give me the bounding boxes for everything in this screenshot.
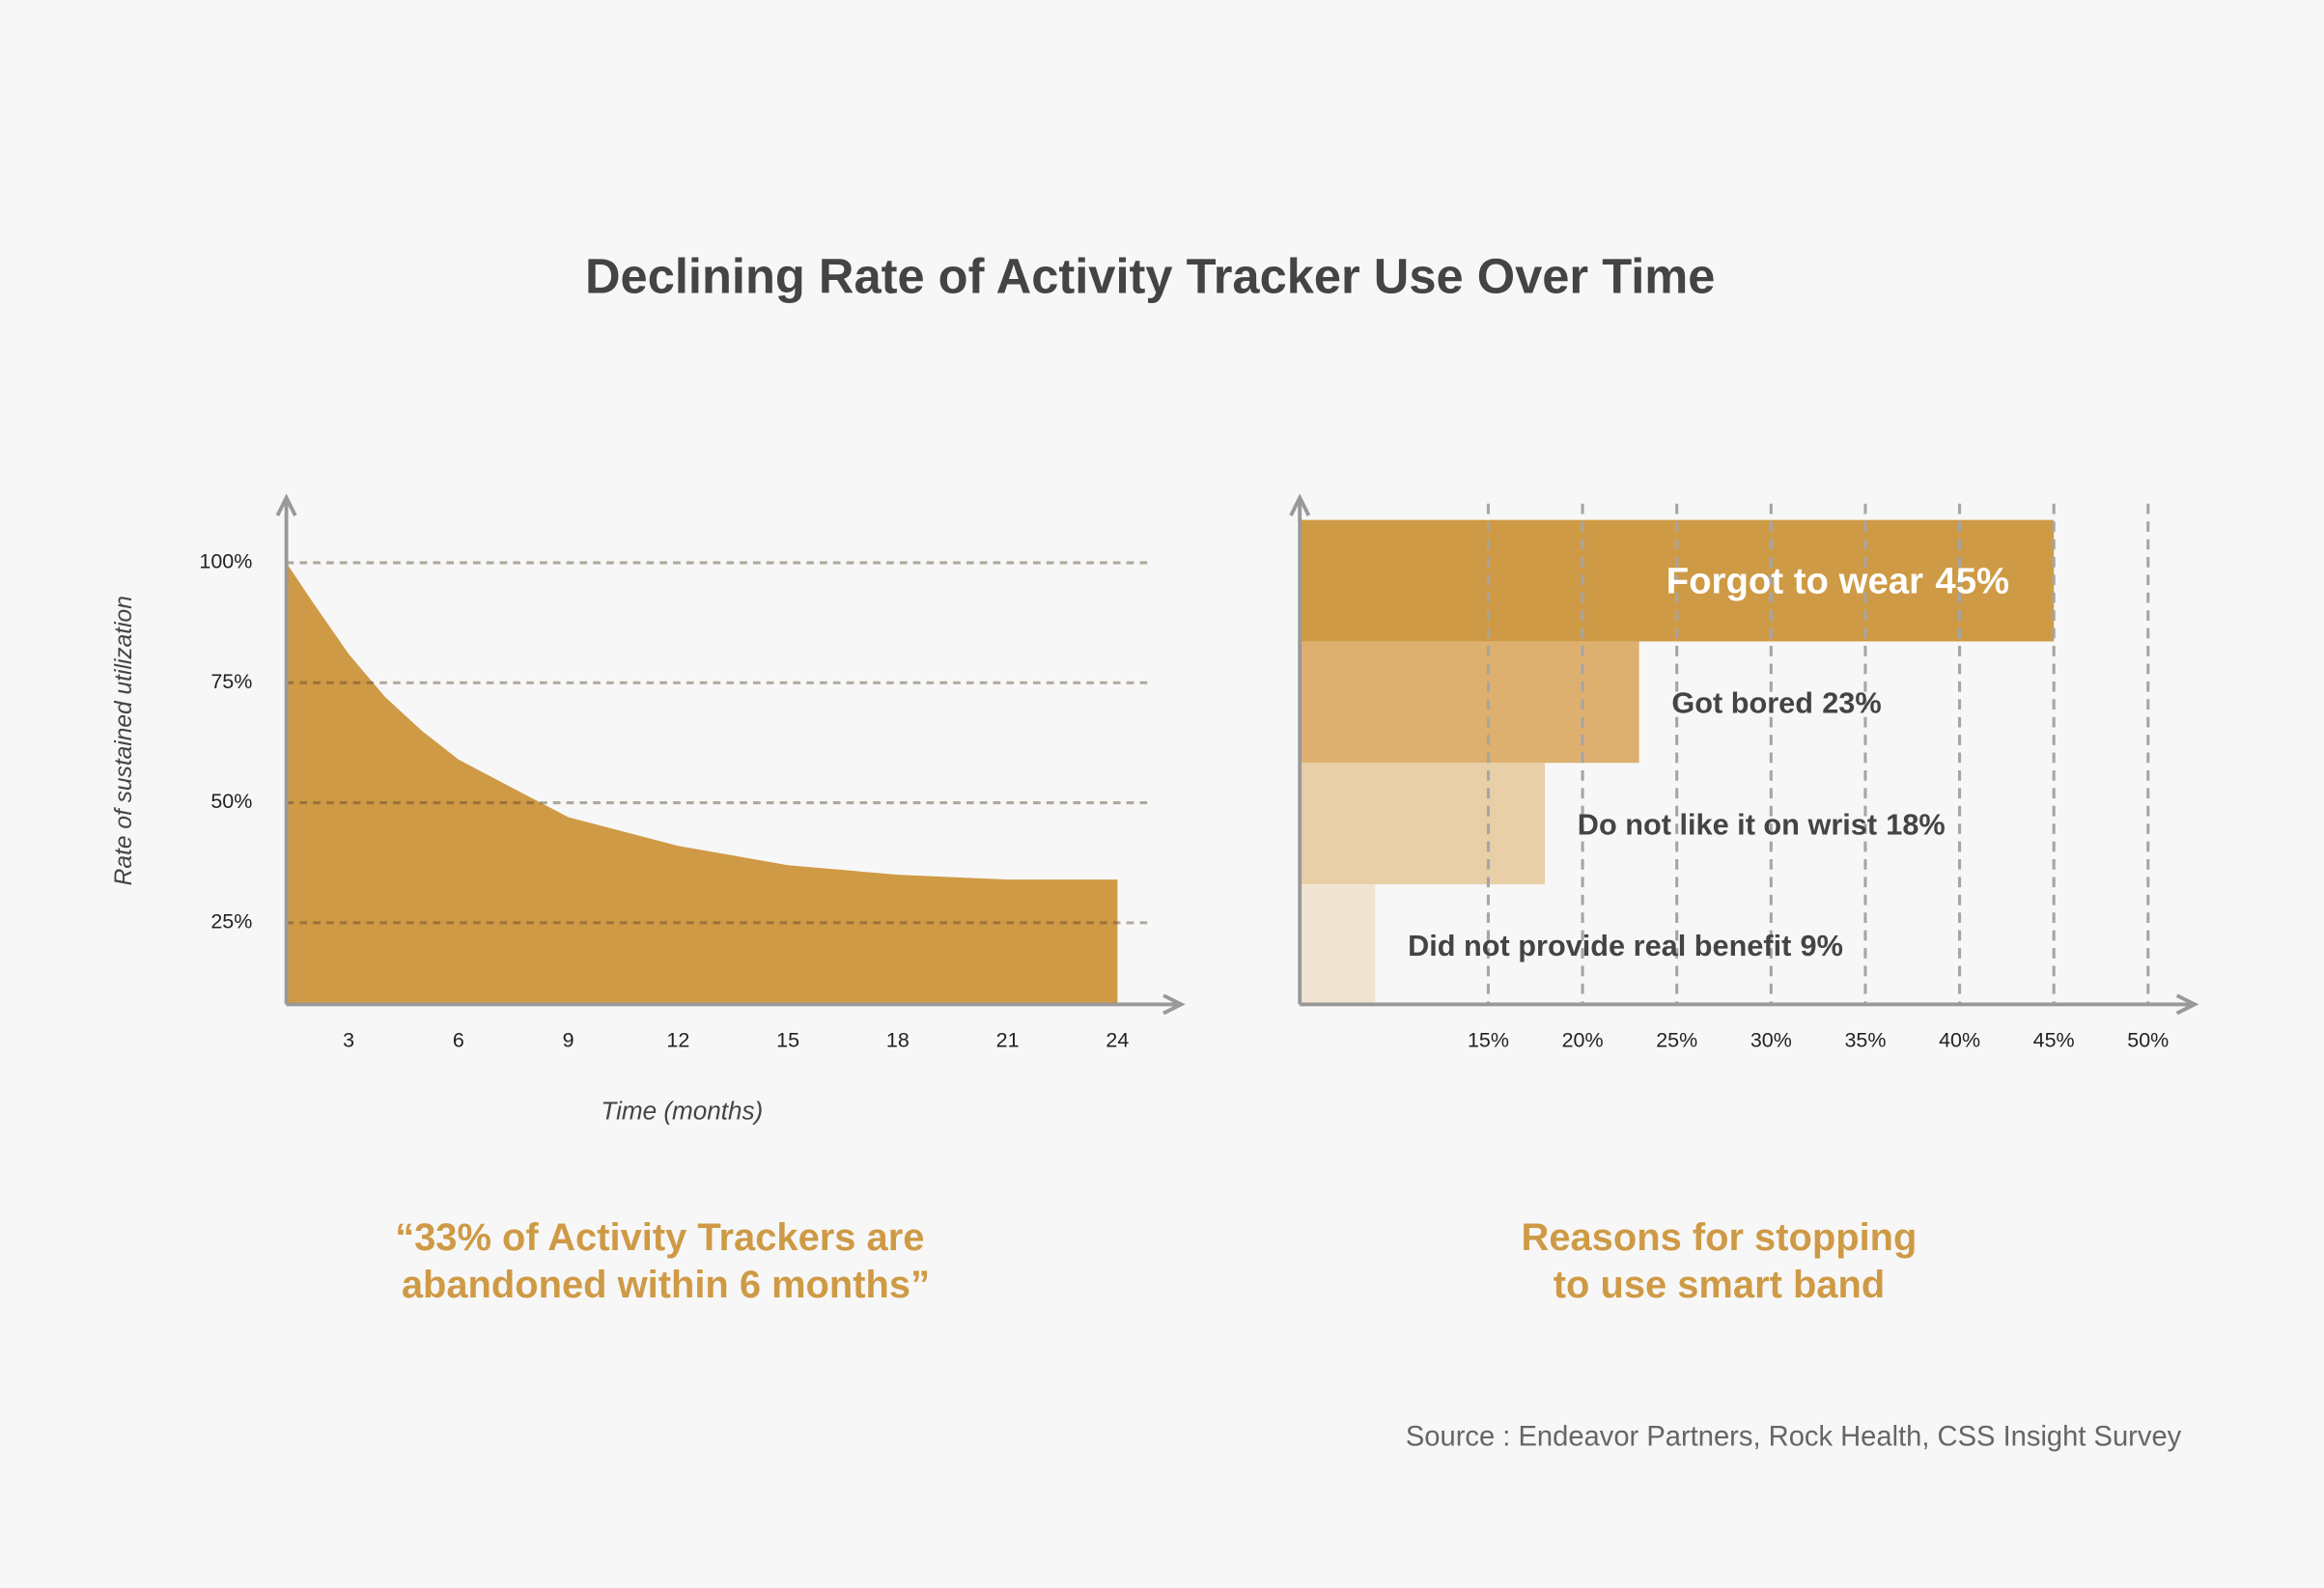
category-label: Did not provide real benefit — [1408, 929, 1791, 962]
bar — [1300, 641, 1639, 764]
value-label: 45% — [1935, 561, 2009, 602]
x-tick-label: 30% — [1750, 1028, 1792, 1051]
x-tick-label: 15 — [776, 1028, 799, 1051]
bar-label: Do not like it on wrist 18% — [1578, 807, 1946, 841]
x-tick-label: 21 — [996, 1028, 1020, 1051]
caption: abandoned within 6 months” — [402, 1264, 930, 1306]
source: Source : Endeavor Partners, Rock Health,… — [1406, 1422, 2182, 1453]
x-tick-label: 25% — [1656, 1028, 1697, 1051]
x-tick-label: 40% — [1939, 1028, 1980, 1051]
axis-arrow — [2175, 993, 2199, 1016]
x-tick-label: 45% — [2033, 1028, 2075, 1051]
category-label: Do not like it on wrist — [1578, 807, 1877, 841]
x-tick-label: 35% — [1844, 1028, 1886, 1051]
axis-arrow — [1162, 993, 1186, 1016]
category-label: Got bored — [1671, 686, 1813, 720]
caption: to use smart band — [1554, 1264, 1885, 1306]
x-tick-label: 3 — [343, 1028, 354, 1051]
x-tick-label: 6 — [453, 1028, 464, 1051]
x-tick-label: 9 — [563, 1028, 574, 1051]
caption: Reasons for stopping — [1522, 1216, 1918, 1259]
y-tick-label: 100% — [199, 550, 252, 573]
bar-label: Forgot to wear 45% — [1666, 561, 2009, 602]
y-axis-label: Rate of sustained utilization — [111, 596, 137, 885]
bar — [1300, 763, 1546, 885]
bar-label: Got bored 23% — [1671, 686, 1881, 720]
value-label: 18% — [1886, 807, 1945, 841]
x-axis-label: Time (months) — [601, 1096, 763, 1125]
x-tick-label: 12 — [666, 1028, 689, 1051]
value-label: 23% — [1822, 686, 1881, 720]
y-tick-label: 25% — [210, 910, 252, 933]
axis-arrow — [275, 493, 297, 516]
area — [286, 562, 1118, 1005]
x-tick-label: 20% — [1562, 1028, 1604, 1051]
x-tick-label: 18 — [886, 1028, 910, 1051]
x-tick-label: 15% — [1468, 1028, 1509, 1051]
x-tick-label: 50% — [2127, 1028, 2169, 1051]
bar-label: Did not provide real benefit 9% — [1408, 929, 1843, 962]
y-tick-label: 75% — [210, 670, 252, 693]
category-label: Forgot to wear — [1666, 561, 1923, 602]
axis-arrow — [1289, 493, 1311, 516]
value-label: 9% — [1801, 929, 1843, 962]
bar — [1300, 884, 1376, 1006]
title: Declining Rate of Activity Tracker Use O… — [585, 248, 1715, 303]
caption: “33% of Activity Trackers are — [395, 1216, 924, 1259]
y-tick-label: 50% — [210, 790, 252, 813]
x-tick-label: 24 — [1106, 1028, 1129, 1051]
